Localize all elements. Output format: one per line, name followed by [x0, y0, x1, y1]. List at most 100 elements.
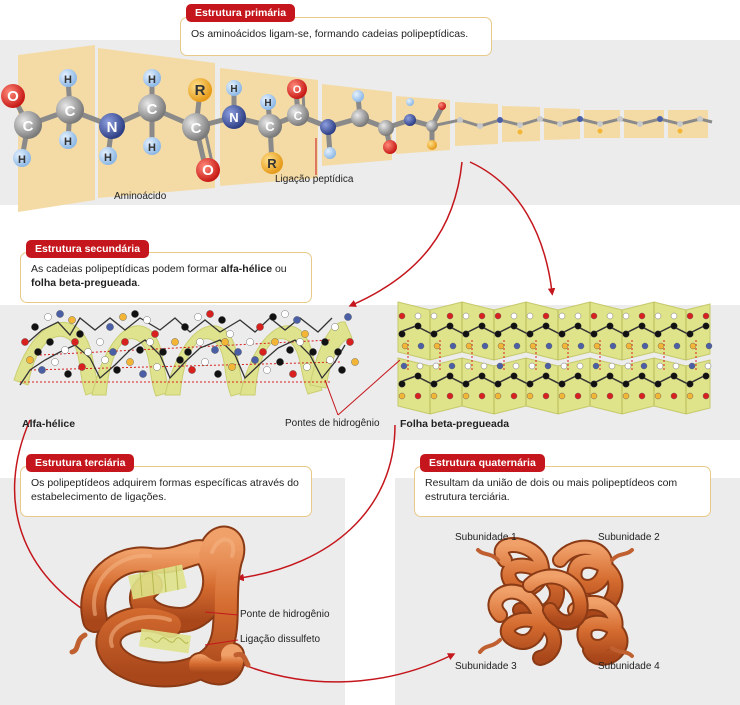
atom-nitrogen — [320, 119, 336, 135]
atom-dot — [638, 322, 646, 330]
atom-dot — [414, 312, 422, 320]
atom-dot — [430, 380, 438, 388]
atom-dot — [194, 313, 202, 321]
atom-label-h: H — [104, 152, 112, 164]
atom-dot — [510, 322, 518, 330]
atom-dot — [344, 313, 352, 321]
atom-dot — [228, 363, 236, 371]
atom-dot — [38, 366, 46, 374]
atom-dot — [670, 312, 678, 320]
atom-dot — [592, 362, 600, 370]
atom-carbon — [182, 113, 210, 141]
atom-dot — [672, 362, 680, 370]
atom-label-c: C — [265, 119, 275, 134]
atom-hydrogen — [226, 80, 242, 96]
atom-dot — [670, 392, 678, 400]
atom-dot — [590, 392, 598, 400]
atom-dot — [654, 392, 662, 400]
atom-dot — [688, 362, 696, 370]
atom-dot — [143, 316, 151, 324]
atom-dot — [159, 348, 167, 356]
atom-dot — [414, 392, 422, 400]
tertiary-description-text: Os polipeptídeos adquirem formas específ… — [31, 477, 299, 503]
atom-dot — [106, 323, 114, 331]
atom-dot — [590, 380, 598, 388]
atom-dot — [462, 392, 470, 400]
atom-dot — [657, 342, 665, 350]
atom-r-group — [427, 140, 437, 150]
atom-hydrogen — [260, 94, 276, 110]
tertiary-helix-patch — [138, 628, 192, 654]
atom-dot — [446, 372, 454, 380]
atom-dot — [494, 392, 502, 400]
atom-dot — [528, 362, 536, 370]
atom-carbon — [14, 111, 42, 139]
atom-oxygen — [383, 140, 397, 154]
atom-dot — [464, 362, 472, 370]
label-subunit-1: Subunidade 1 — [455, 532, 517, 543]
atom-dot — [201, 358, 209, 366]
atom-dot — [432, 362, 440, 370]
atom-dot — [478, 312, 486, 320]
atom-dot — [641, 342, 649, 350]
atom-label-h: H — [230, 84, 237, 95]
atom-dot — [622, 312, 630, 320]
subunit-tail — [610, 646, 634, 658]
atom-dot — [269, 313, 277, 321]
atom-dot — [558, 312, 566, 320]
atom-dot — [513, 342, 521, 350]
atom-dot — [21, 338, 29, 346]
atom-dot — [446, 312, 454, 320]
atom-dot — [702, 322, 710, 330]
atom-dot — [478, 322, 486, 330]
atom-dot — [480, 362, 488, 370]
primary-description: Os aminoácidos ligam-se, formando cadeia… — [180, 17, 492, 56]
tertiary-sheet-patch — [128, 564, 187, 600]
subunit-tube — [495, 539, 563, 622]
atom-hydrogen — [324, 147, 336, 159]
atom-dot — [545, 342, 553, 350]
atom-label-h: H — [264, 98, 271, 109]
label-subunit-4: Subunidade 4 — [598, 661, 660, 672]
atom-dot — [510, 372, 518, 380]
atom-dot — [686, 330, 694, 338]
atom-dot — [702, 372, 710, 380]
atom-dot — [206, 310, 214, 318]
atom-dot — [417, 342, 425, 350]
atom-dot — [303, 363, 311, 371]
atom-dot — [577, 342, 585, 350]
atom-dot — [705, 342, 713, 350]
atom-dot — [478, 392, 486, 400]
atom-dot — [560, 362, 568, 370]
atom-oxygen — [1, 84, 25, 108]
atom-dot — [256, 323, 264, 331]
atom-dot — [622, 392, 630, 400]
atom-dot — [624, 362, 632, 370]
atom-dot — [542, 322, 550, 330]
atom-r-group — [188, 78, 212, 102]
atom-label-n: N — [229, 110, 238, 125]
atom-dot — [61, 346, 69, 354]
atom-hydrogen — [13, 149, 31, 167]
atom-oxygen — [196, 158, 220, 182]
beta-sheet — [397, 301, 711, 415]
atom-dot — [321, 338, 329, 346]
atom-dot — [71, 338, 79, 346]
aminoacid-frame-1 — [18, 45, 95, 212]
atom-dot — [654, 312, 662, 320]
tertiary-title: Estrutura terciária — [26, 454, 135, 472]
arrow-primary-to-sheet — [469, 161, 556, 296]
atom-dot — [414, 322, 422, 330]
atom-carbon — [287, 104, 309, 126]
atom-dot — [296, 338, 304, 346]
atom-dot — [622, 330, 630, 338]
atom-dot — [136, 346, 144, 354]
atom-dot — [449, 342, 457, 350]
atom-dot — [96, 338, 104, 346]
atom-dot — [558, 330, 566, 338]
atom-dot — [574, 392, 582, 400]
quaternary-title: Estrutura quaternária — [420, 454, 545, 472]
atom-dot — [526, 312, 534, 320]
atom-dot — [414, 372, 422, 380]
atom-dot — [26, 356, 34, 364]
